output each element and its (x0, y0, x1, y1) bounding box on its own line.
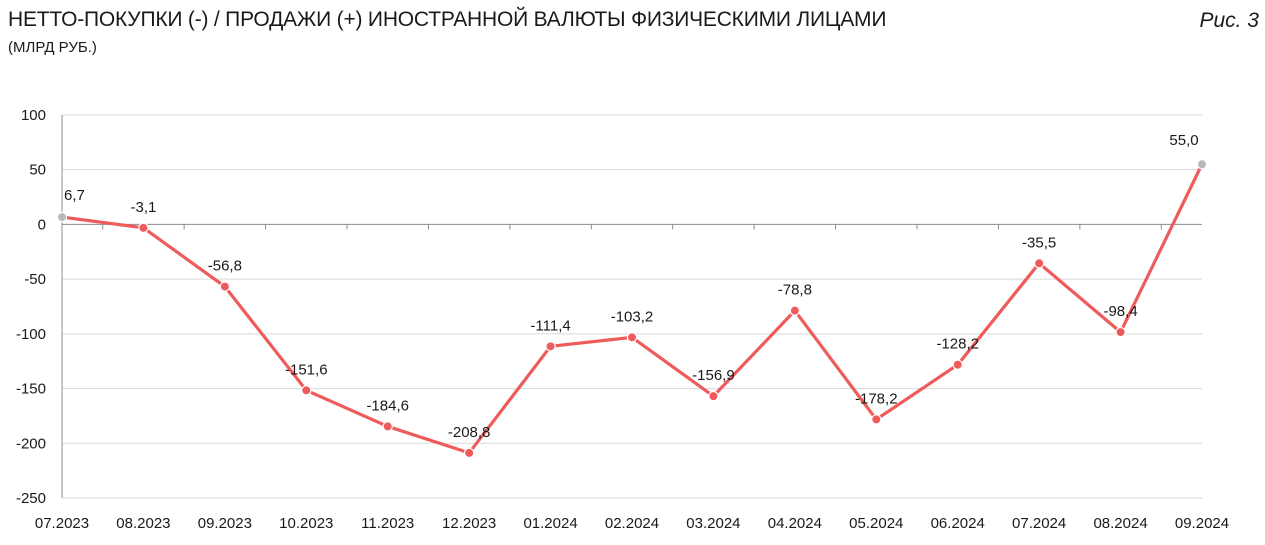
data-point (789, 305, 801, 316)
y-tick-label: 0 (38, 216, 46, 233)
data-point (138, 222, 149, 234)
data-label: 55,0 (1169, 132, 1198, 149)
x-tick-label: 04.2024 (768, 515, 822, 532)
data-point (301, 385, 312, 396)
y-tick-label: -200 (16, 435, 46, 452)
data-label: -111,4 (530, 317, 570, 334)
x-tick-label: 03.2024 (686, 515, 740, 532)
data-label: -103,2 (611, 308, 654, 325)
y-tick-label: -250 (16, 490, 46, 507)
data-label: -151,6 (285, 361, 328, 378)
x-tick-label: 07.2024 (1012, 515, 1066, 532)
y-tick-label: -100 (16, 326, 46, 343)
data-label: -35,5 (1022, 234, 1056, 251)
y-tick-label: -150 (16, 381, 46, 398)
chart-title: НЕТТО-ПОКУПКИ (-) / ПРОДАЖИ (+) ИНОСТРАН… (8, 8, 887, 31)
x-tick-label: 07.2023 (35, 515, 89, 532)
data-point (463, 447, 475, 459)
x-tick-label: 10.2023 (279, 515, 333, 532)
data-point (1115, 326, 1126, 338)
gridlines (62, 114, 1202, 499)
data-label: -56,8 (208, 258, 242, 275)
data-label: -184,6 (366, 397, 409, 414)
x-tick-label: 02.2024 (605, 515, 659, 532)
x-tick-label: 06.2024 (931, 515, 985, 532)
data-labels: 6,7 -3,1 -56,8 -151,6 -184,6 -208,8 -111,4 -103… (64, 132, 1199, 441)
data-point (1196, 159, 1208, 170)
y-tick-label: 100 (21, 107, 46, 124)
data-point (219, 281, 231, 292)
data-label: -78,8 (778, 282, 812, 299)
y-tick-label: 50 (29, 162, 46, 179)
data-label: -3,1 (130, 199, 156, 216)
data-label: -98,4 (1103, 303, 1137, 320)
figure-label: Рис. 3 (1199, 9, 1259, 32)
series-net-fx (56, 159, 1208, 459)
chart-subtitle: (МЛРД РУБ.) (8, 39, 97, 56)
data-point (708, 390, 719, 402)
data-point (382, 421, 393, 432)
x-tick-label: 05.2024 (849, 515, 903, 532)
x-tick-label: 08.2023 (116, 515, 170, 532)
axes (61, 115, 1202, 498)
x-tick-labels: 07.2023 08.2023 09.2023 10.2023 11.2023 12.20… (35, 515, 1229, 532)
data-label: -208,8 (448, 424, 491, 441)
data-label: -178,2 (855, 390, 898, 407)
data-point (545, 341, 556, 352)
y-tick-labels: 100 50 0 -50 -100 -150 -200 -250 (16, 107, 46, 507)
data-point (871, 414, 882, 425)
x-tick-label: 11.2023 (361, 515, 414, 532)
data-point (1033, 258, 1045, 269)
x-tick-label: 08.2024 (1093, 515, 1147, 532)
x-tick-label: 12.2023 (442, 515, 496, 532)
x-tick-label: 01.2024 (523, 515, 577, 532)
x-tick-label: 09.2024 (1175, 515, 1229, 532)
data-point (952, 359, 963, 370)
data-point (56, 211, 68, 223)
data-point (626, 332, 638, 343)
data-label: -156,9 (692, 367, 735, 384)
x-tick-label: 09.2023 (198, 515, 252, 532)
data-label: 6,7 (64, 187, 85, 204)
data-label: -128,2 (936, 336, 979, 353)
y-tick-label: -50 (24, 271, 46, 288)
